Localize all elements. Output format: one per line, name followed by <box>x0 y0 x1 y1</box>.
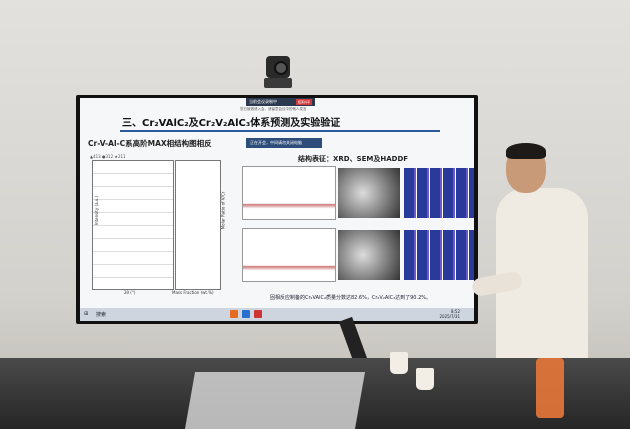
xrd-legend: ▲413 ●312 ★211 <box>90 154 126 159</box>
paper-cup <box>416 368 434 390</box>
ratio-x-label: Mass Fraction (wt.%) <box>172 290 214 295</box>
clock-date: 2025/7/31 <box>439 314 460 319</box>
laptop <box>184 372 366 429</box>
refinement-plot-1 <box>242 166 336 220</box>
haadf-map-1 <box>404 168 474 218</box>
sem-image-1 <box>338 168 400 218</box>
xrd-y-label: Intensity (a.u.) <box>94 195 100 226</box>
meeting-label: 当前会议录制中 <box>249 99 277 104</box>
paper-cup <box>390 352 408 374</box>
phase-ratio-chart <box>175 160 221 290</box>
title-divider <box>120 130 440 132</box>
start-icon[interactable]: ⊞ <box>84 311 89 317</box>
meeting-status-bar: 当前会议录制中 <box>246 98 315 106</box>
search-box[interactable]: 搜索 <box>96 312 107 318</box>
presentation-slide: 当前会议录制中 结束共享 您已被邀请入会，请留意会议中的他人发言 三、Cr₂VA… <box>80 98 474 308</box>
presenter-hair <box>506 143 546 159</box>
app-icon[interactable] <box>242 310 250 318</box>
camera-body <box>266 56 290 78</box>
display-screen: 当前会议录制中 结束共享 您已被邀请入会，请留意会议中的他人发言 三、Cr₂VA… <box>76 95 478 324</box>
haadf-map-2 <box>404 230 474 280</box>
end-share-button[interactable]: 结束共享 <box>296 99 312 105</box>
drink-bottle <box>536 358 564 418</box>
webcam <box>264 56 292 90</box>
xrd-patterns-chart <box>92 160 174 290</box>
ratio-y-label: Molar Ratio of V/Cr <box>220 191 226 230</box>
taskbar-clock: 8:52 2025/7/31 <box>439 309 460 319</box>
firefox-icon[interactable] <box>230 310 238 318</box>
slide-title: 三、Cr₂VAlC₂及Cr₂V₂AlC₃体系预测及实验验证 <box>122 118 341 129</box>
refinement-plot-2 <box>242 228 336 282</box>
xrd-x-label: 2θ (°) <box>124 290 136 295</box>
powerpoint-icon[interactable] <box>254 310 262 318</box>
camera-mount <box>264 78 292 88</box>
meeting-toast: 正在开会，中间请勿关闭电脑 <box>246 138 322 148</box>
presenter <box>470 140 598 390</box>
structure-heading: 结构表征：XRD、SEM及HADDF <box>298 155 409 163</box>
meeting-notice: 您已被邀请入会，请留意会议中的他人发言 <box>240 107 307 111</box>
slide-caption: 固相反应制备的Cr₂VAlC₂质量分数达82.6%，Cr₂V₂AlC₃达到了90… <box>270 295 432 301</box>
taskbar: ⊞ 搜索 8:52 2025/7/31 <box>80 308 474 321</box>
slide-subtitle: Cr-V-Al-C系高阶MAX相结构图相反 <box>88 139 212 148</box>
camera-lens-icon <box>274 61 288 75</box>
sem-image-2 <box>338 230 400 280</box>
clock-time: 8:52 <box>451 309 460 314</box>
